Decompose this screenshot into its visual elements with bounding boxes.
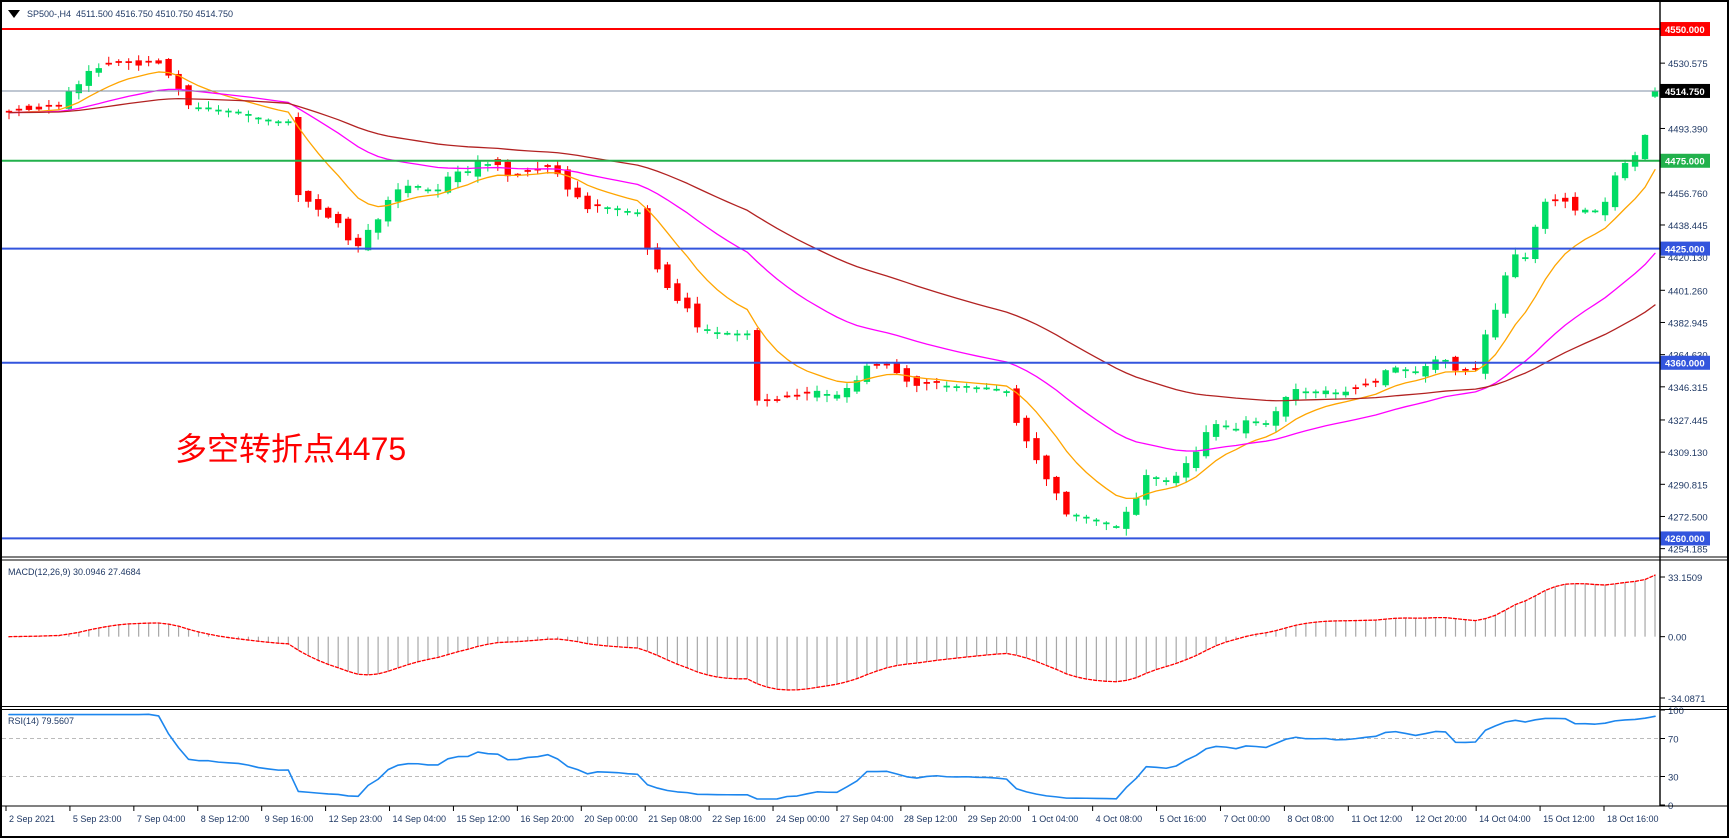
svg-text:12 Oct 20:00: 12 Oct 20:00 xyxy=(1415,814,1467,824)
svg-text:12 Sep 23:00: 12 Sep 23:00 xyxy=(329,814,383,824)
svg-text:4425.000: 4425.000 xyxy=(1665,244,1705,255)
svg-text:4401.260: 4401.260 xyxy=(1668,286,1708,297)
svg-text:14 Sep 04:00: 14 Sep 04:00 xyxy=(393,814,447,824)
svg-text:2 Sep 2021: 2 Sep 2021 xyxy=(9,814,55,824)
svg-text:4360.000: 4360.000 xyxy=(1665,359,1705,370)
svg-text:SP500-,H4 4511.500 4516.750 4: SP500-,H4 4511.500 4516.750 4510.750 451… xyxy=(27,9,233,19)
svg-text:21 Sep 08:00: 21 Sep 08:00 xyxy=(648,814,702,824)
svg-text:8 Sep 12:00: 8 Sep 12:00 xyxy=(201,814,250,824)
svg-text:9 Sep 16:00: 9 Sep 16:00 xyxy=(265,814,314,824)
svg-text:33.1509: 33.1509 xyxy=(1668,573,1702,584)
svg-text:4290.815: 4290.815 xyxy=(1668,480,1708,491)
svg-text:5 Sep 23:00: 5 Sep 23:00 xyxy=(73,814,122,824)
svg-text:4260.000: 4260.000 xyxy=(1665,534,1705,545)
svg-text:4514.750: 4514.750 xyxy=(1665,87,1705,98)
svg-text:14 Oct 04:00: 14 Oct 04:00 xyxy=(1479,814,1531,824)
svg-text:100: 100 xyxy=(1668,706,1684,717)
svg-text:4456.760: 4456.760 xyxy=(1668,189,1708,200)
svg-text:-34.0871: -34.0871 xyxy=(1668,694,1706,705)
svg-text:4 Oct 08:00: 4 Oct 08:00 xyxy=(1096,814,1143,824)
svg-text:4309.130: 4309.130 xyxy=(1668,448,1708,459)
svg-text:MACD(12,26,9) 30.0946 27.4684: MACD(12,26,9) 30.0946 27.4684 xyxy=(8,567,141,577)
svg-text:15 Oct 12:00: 15 Oct 12:00 xyxy=(1543,814,1595,824)
svg-text:RSI(14) 79.5607: RSI(14) 79.5607 xyxy=(8,716,74,726)
svg-text:4272.500: 4272.500 xyxy=(1668,512,1708,523)
svg-text:28 Sep 12:00: 28 Sep 12:00 xyxy=(904,814,958,824)
svg-text:4493.390: 4493.390 xyxy=(1668,124,1708,135)
svg-text:30: 30 xyxy=(1668,773,1679,784)
svg-text:27 Sep 04:00: 27 Sep 04:00 xyxy=(840,814,894,824)
svg-text:4530.575: 4530.575 xyxy=(1668,59,1708,70)
svg-text:7 Oct 00:00: 7 Oct 00:00 xyxy=(1223,814,1270,824)
svg-text:4327.445: 4327.445 xyxy=(1668,416,1708,427)
svg-text:16 Sep 20:00: 16 Sep 20:00 xyxy=(520,814,574,824)
svg-text:7 Sep 04:00: 7 Sep 04:00 xyxy=(137,814,186,824)
svg-text:8 Oct 08:00: 8 Oct 08:00 xyxy=(1287,814,1334,824)
svg-text:1 Oct 04:00: 1 Oct 04:00 xyxy=(1032,814,1079,824)
svg-text:24 Sep 00:00: 24 Sep 00:00 xyxy=(776,814,830,824)
svg-text:4475.000: 4475.000 xyxy=(1665,157,1705,168)
svg-text:4438.445: 4438.445 xyxy=(1668,221,1708,232)
svg-text:18 Oct 16:00: 18 Oct 16:00 xyxy=(1607,814,1659,824)
svg-text:20 Sep 00:00: 20 Sep 00:00 xyxy=(584,814,638,824)
svg-text:4346.315: 4346.315 xyxy=(1668,383,1708,394)
svg-text:22 Sep 16:00: 22 Sep 16:00 xyxy=(712,814,766,824)
svg-text:4550.000: 4550.000 xyxy=(1665,25,1705,36)
svg-text:多空转折点4475: 多空转折点4475 xyxy=(175,431,406,467)
svg-text:4382.945: 4382.945 xyxy=(1668,318,1708,329)
svg-text:11 Oct 12:00: 11 Oct 12:00 xyxy=(1351,814,1402,824)
svg-text:70: 70 xyxy=(1668,735,1679,746)
svg-text:29 Sep 20:00: 29 Sep 20:00 xyxy=(968,814,1022,824)
svg-text:5 Oct 16:00: 5 Oct 16:00 xyxy=(1160,814,1207,824)
svg-text:0.00: 0.00 xyxy=(1668,633,1687,644)
svg-text:4254.185: 4254.185 xyxy=(1668,545,1708,556)
svg-text:15 Sep 12:00: 15 Sep 12:00 xyxy=(456,814,510,824)
